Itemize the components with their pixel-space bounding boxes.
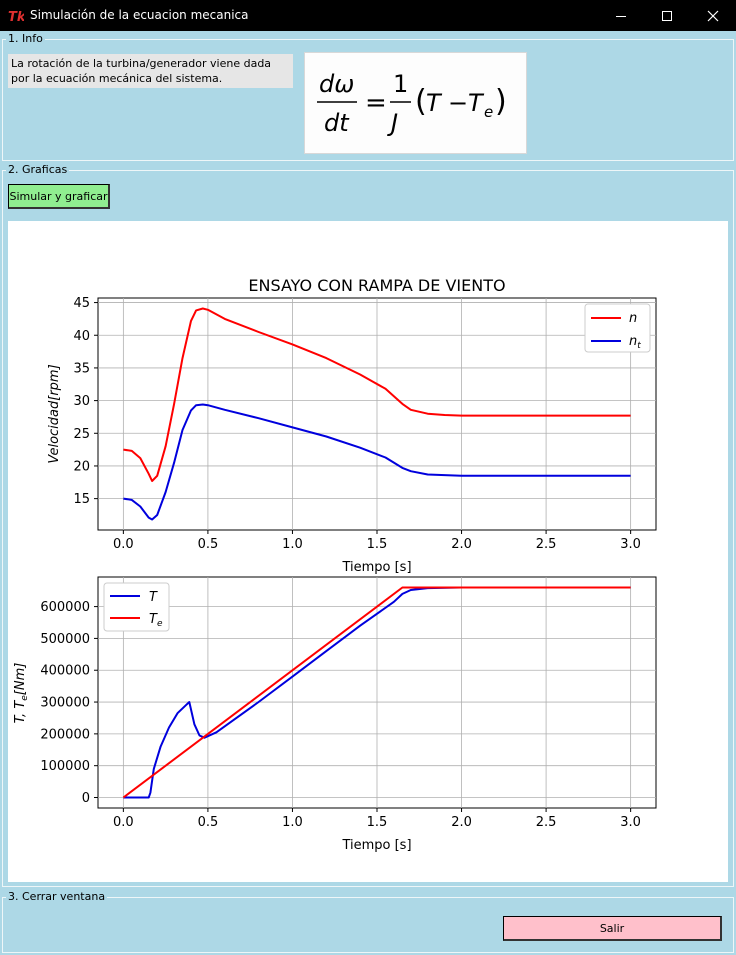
- speed-legend-label-n: n: [629, 311, 637, 326]
- speed-xtick-label: 2.0: [451, 537, 472, 552]
- close-frame: [2, 897, 734, 953]
- speed-series-n-t-line: [123, 403, 631, 521]
- torque-ytick-label: 100000: [40, 759, 90, 774]
- speed-ytick-label: 40: [73, 329, 90, 344]
- minimize-button[interactable]: [598, 0, 644, 31]
- torque-xtick-label: 0.0: [113, 815, 134, 830]
- simulate-button[interactable]: Simular y graficar: [8, 184, 110, 209]
- eq-rhs-num: 1: [393, 70, 408, 98]
- torque-ytick-label: 0: [82, 791, 90, 806]
- torque-legend-label-Te: Te: [149, 612, 163, 629]
- speed-series-n-line: [123, 307, 631, 482]
- speed-chart-legend: n nt: [584, 303, 651, 353]
- close-frame-label: 3. Cerrar ventana: [6, 890, 108, 903]
- torque-ytick-label: 200000: [40, 727, 90, 742]
- torque-chart-legend: T Te: [103, 582, 170, 632]
- exit-button[interactable]: Salir: [503, 916, 722, 941]
- speed-chart-ylabel: Velocidad[rpm]: [47, 364, 62, 463]
- speed-xtick-label: 1.0: [282, 537, 303, 552]
- speed-legend-label-nt: nt: [629, 334, 641, 351]
- eq-term2: T: [468, 89, 485, 117]
- torque-ytick-label: 600000: [40, 600, 90, 615]
- info-frame: [2, 39, 734, 161]
- equation-image: dω dt = 1 J ( T − T e ): [304, 52, 527, 154]
- close-button[interactable]: [690, 0, 736, 31]
- speed-ytick-label: 25: [73, 427, 90, 442]
- svg-text:Tk: Tk: [8, 10, 24, 24]
- info-text: La rotación de la turbina/generador vien…: [8, 54, 293, 88]
- speed-ytick-label: 20: [73, 459, 90, 474]
- eq-equals: =: [365, 88, 387, 118]
- speed-chart-xlabel: Tiempo [s]: [341, 560, 411, 575]
- speed-ytick-label: 15: [73, 492, 90, 507]
- torque-xtick-label: 3.0: [620, 815, 641, 830]
- torque-chart-ylabel: T, Te[Nm]: [13, 663, 30, 724]
- torque-xtick-label: 2.0: [451, 815, 472, 830]
- speed-ytick-label: 45: [73, 296, 90, 311]
- maximize-icon: [662, 10, 672, 21]
- speed-xtick-label: 2.5: [536, 537, 557, 552]
- info-frame-label: 1. Info: [6, 32, 45, 45]
- torque-xtick-label: 1.5: [367, 815, 388, 830]
- eq-lhs-den: dt: [324, 109, 350, 137]
- torque-series-T-e-line: [122, 586, 631, 799]
- speed-xtick-label: 3.0: [620, 537, 641, 552]
- window-title: Simulación de la ecuacion mecanica: [30, 8, 249, 22]
- eq-term1: T: [426, 89, 443, 117]
- speed-ytick-label: 30: [73, 394, 90, 409]
- eq-lhs-num: dω: [319, 70, 354, 98]
- graphs-frame: [2, 170, 734, 887]
- eq-paren-close: ): [495, 84, 507, 119]
- equation-svg: dω dt = 1 J ( T − T e ): [317, 70, 507, 137]
- speed-xtick-label: 0.0: [113, 537, 134, 552]
- speed-chart: ENSAYO CON RAMPA DE VIENTO 0.0 0.5 1.0 1.5 2…: [47, 276, 657, 575]
- speed-xtick-label: 0.5: [198, 537, 219, 552]
- torque-legend-label-T: T: [149, 590, 158, 605]
- torque-chart-xlabel: Tiempo [s]: [341, 838, 411, 853]
- speed-ytick-label: 35: [73, 361, 90, 376]
- eq-paren-open: (: [415, 84, 427, 119]
- minimize-icon: [616, 15, 626, 17]
- close-icon: [707, 10, 719, 21]
- title-bar: Tk Simulación de la ecuacion mecanica: [0, 0, 736, 31]
- speed-xtick-label: 1.5: [367, 537, 388, 552]
- graphs-frame-label: 2. Graficas: [6, 163, 70, 176]
- speed-chart-title: ENSAYO CON RAMPA DE VIENTO: [248, 276, 505, 295]
- torque-chart: 0.0 0.5 1.0 1.5 2.0 2.5 3.0 0 100000 200000 300000…: [13, 576, 657, 853]
- charts-svg: ENSAYO CON RAMPA DE VIENTO 0.0 0.5 1.0 1.5 2…: [13, 276, 657, 853]
- torque-xtick-label: 0.5: [198, 815, 219, 830]
- torque-xtick-label: 2.5: [536, 815, 557, 830]
- tk-feather-icon: Tk: [8, 10, 24, 24]
- maximize-button[interactable]: [644, 0, 690, 31]
- torque-ytick-label: 300000: [40, 696, 90, 711]
- plot-canvas: ENSAYO CON RAMPA DE VIENTO 0.0 0.5 1.0 1.5 2…: [8, 221, 728, 882]
- eq-term2-sub: e: [484, 103, 493, 121]
- torque-ytick-label: 500000: [40, 632, 90, 647]
- eq-minus: −: [448, 89, 468, 117]
- torque-xtick-label: 1.0: [282, 815, 303, 830]
- eq-rhs-den: J: [387, 109, 398, 137]
- torque-ytick-label: 400000: [40, 664, 90, 679]
